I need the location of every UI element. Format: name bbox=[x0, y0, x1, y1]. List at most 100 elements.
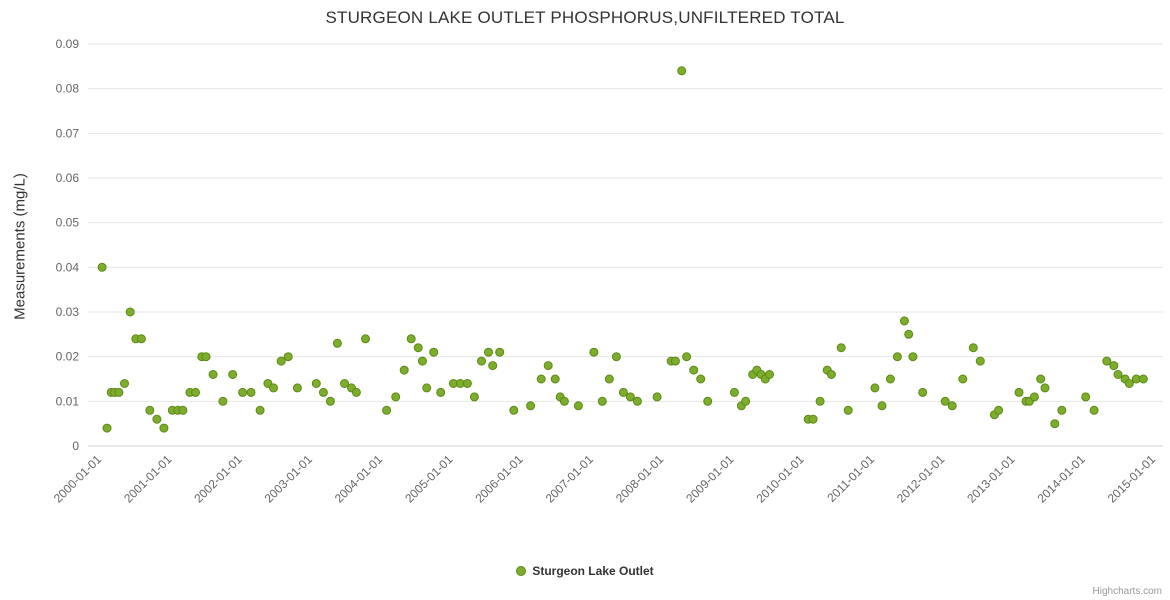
data-point[interactable] bbox=[201, 352, 211, 362]
data-point[interactable] bbox=[843, 405, 853, 415]
data-point[interactable] bbox=[536, 374, 546, 384]
data-point[interactable] bbox=[968, 343, 978, 353]
data-point[interactable] bbox=[1138, 374, 1148, 384]
data-point[interactable] bbox=[947, 401, 957, 411]
data-point[interactable] bbox=[677, 66, 687, 76]
data-point[interactable] bbox=[276, 356, 286, 366]
data-point[interactable] bbox=[208, 370, 218, 379]
data-point[interactable] bbox=[994, 405, 1004, 415]
data-point[interactable] bbox=[340, 379, 349, 388]
data-point[interactable] bbox=[391, 392, 401, 402]
data-point[interactable] bbox=[292, 383, 302, 393]
data-point[interactable] bbox=[509, 405, 519, 415]
data-point[interactable] bbox=[611, 352, 621, 362]
data-point[interactable] bbox=[1050, 419, 1060, 429]
data-point[interactable] bbox=[618, 387, 628, 397]
data-point[interactable] bbox=[361, 334, 370, 344]
data-point[interactable] bbox=[877, 401, 887, 411]
data-point[interactable] bbox=[604, 374, 614, 384]
data-point[interactable] bbox=[136, 334, 146, 344]
data-point[interactable] bbox=[469, 392, 479, 402]
legend-item-label[interactable]: Sturgeon Lake Outlet bbox=[532, 564, 654, 578]
data-point[interactable] bbox=[246, 387, 256, 397]
data-point[interactable] bbox=[152, 414, 162, 424]
data-point[interactable] bbox=[703, 396, 713, 406]
data-point[interactable] bbox=[325, 396, 335, 406]
data-point[interactable] bbox=[975, 356, 985, 366]
data-point[interactable] bbox=[218, 396, 228, 406]
data-point[interactable] bbox=[632, 396, 642, 406]
data-point[interactable] bbox=[114, 387, 124, 397]
data-point[interactable] bbox=[836, 343, 846, 353]
data-point[interactable] bbox=[689, 365, 699, 375]
data-point[interactable] bbox=[488, 361, 498, 371]
data-point[interactable] bbox=[1102, 356, 1112, 366]
data-point[interactable] bbox=[1014, 387, 1024, 397]
data-point[interactable] bbox=[429, 347, 439, 357]
data-point[interactable] bbox=[597, 396, 607, 406]
data-point[interactable] bbox=[351, 387, 361, 397]
data-point[interactable] bbox=[318, 387, 328, 397]
data-point[interactable] bbox=[477, 356, 486, 366]
data-point[interactable] bbox=[422, 383, 432, 393]
data-point[interactable] bbox=[815, 396, 825, 406]
data-point[interactable] bbox=[178, 405, 188, 415]
data-point[interactable] bbox=[652, 392, 662, 402]
data-point[interactable] bbox=[870, 383, 880, 393]
data-point[interactable] bbox=[918, 387, 928, 397]
data-point[interactable] bbox=[436, 387, 446, 397]
data-point[interactable] bbox=[1113, 370, 1123, 379]
data-point[interactable] bbox=[406, 334, 416, 344]
data-point[interactable] bbox=[526, 401, 536, 411]
data-point[interactable] bbox=[904, 329, 914, 339]
data-point[interactable] bbox=[413, 343, 423, 353]
data-point[interactable] bbox=[399, 365, 409, 375]
data-point[interactable] bbox=[332, 338, 342, 348]
data-point[interactable] bbox=[1040, 383, 1050, 393]
data-point[interactable] bbox=[228, 370, 238, 379]
data-point[interactable] bbox=[729, 387, 739, 397]
data-point[interactable] bbox=[120, 379, 129, 388]
data-point[interactable] bbox=[97, 262, 107, 272]
data-point[interactable] bbox=[682, 352, 692, 362]
data-point[interactable] bbox=[125, 307, 135, 317]
data-point[interactable] bbox=[1057, 405, 1067, 415]
data-point[interactable] bbox=[145, 405, 155, 415]
data-point[interactable] bbox=[495, 347, 505, 357]
data-point[interactable] bbox=[899, 316, 909, 326]
data-point[interactable] bbox=[573, 401, 583, 411]
data-point[interactable] bbox=[550, 374, 560, 384]
data-point[interactable] bbox=[484, 347, 493, 357]
data-point[interactable] bbox=[958, 374, 968, 384]
data-point[interactable] bbox=[808, 414, 818, 424]
data-point[interactable] bbox=[885, 374, 895, 384]
data-point[interactable] bbox=[283, 352, 293, 362]
data-point[interactable] bbox=[1089, 405, 1099, 415]
data-point[interactable] bbox=[102, 423, 112, 433]
data-point[interactable] bbox=[417, 356, 427, 366]
data-point[interactable] bbox=[670, 356, 680, 366]
data-point[interactable] bbox=[908, 352, 918, 362]
data-point[interactable] bbox=[159, 423, 169, 433]
credits-link[interactable]: Highcharts.com bbox=[1092, 586, 1162, 597]
data-point[interactable] bbox=[625, 392, 635, 402]
data-point[interactable] bbox=[741, 396, 751, 406]
data-point[interactable] bbox=[382, 405, 392, 415]
data-point[interactable] bbox=[765, 370, 774, 379]
data-point[interactable] bbox=[892, 352, 902, 362]
data-point[interactable] bbox=[1036, 374, 1046, 384]
data-point[interactable] bbox=[589, 347, 599, 357]
data-point[interactable] bbox=[462, 379, 472, 388]
data-point[interactable] bbox=[255, 405, 265, 415]
data-point[interactable] bbox=[543, 361, 553, 371]
data-point[interactable] bbox=[696, 374, 706, 384]
data-point[interactable] bbox=[940, 396, 950, 406]
data-point[interactable] bbox=[238, 387, 248, 397]
data-point[interactable] bbox=[1124, 379, 1134, 388]
data-point[interactable] bbox=[826, 370, 836, 379]
data-point[interactable] bbox=[191, 387, 200, 397]
data-point[interactable] bbox=[311, 379, 321, 388]
data-point[interactable] bbox=[1081, 392, 1091, 402]
data-point[interactable] bbox=[1109, 361, 1119, 371]
data-point[interactable] bbox=[269, 383, 278, 393]
